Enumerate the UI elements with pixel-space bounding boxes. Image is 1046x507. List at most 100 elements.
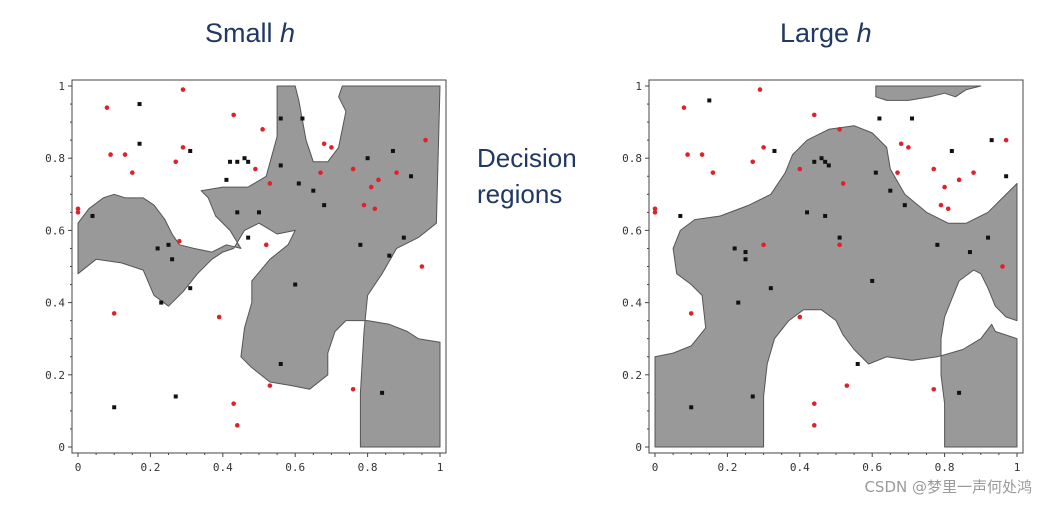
small-h-class-red-point (423, 137, 428, 143)
small-h-class-red-point (263, 242, 269, 248)
decision-regions-label: Decision regions (477, 140, 577, 212)
large-h-class-red-point (811, 112, 817, 118)
csdn-watermark: CSDN @梦里一声何处鸿 (864, 478, 1032, 496)
small-h-class-black-point (170, 257, 175, 262)
small-h-class-black-point (224, 177, 229, 182)
large-h-y-tick-label: 0.8 (622, 152, 642, 165)
large-h-class-red-point (906, 145, 911, 150)
small-h-class-red-point (231, 401, 236, 406)
large-h-class-black-point (957, 390, 962, 395)
small-h-class-red-point (350, 166, 356, 172)
small-h-x-tick-label: 0.4 (213, 461, 233, 474)
large-h-class-black-point (743, 257, 748, 262)
large-h-class-black-point (678, 213, 683, 218)
large-h-class-black-point (736, 300, 741, 305)
large-h-class-black-point (888, 188, 893, 193)
large-h-class-red-point (811, 401, 817, 406)
large-h-class-black-point (910, 116, 915, 121)
large-h-class-red-point (761, 242, 766, 248)
large-h-class-red-point (652, 210, 658, 215)
large-h-class-red-point (938, 202, 944, 208)
small-h-class-black-point (296, 181, 301, 186)
small-h-class-black-point (166, 242, 171, 247)
decision-regions-label-line2: regions (477, 179, 563, 209)
small-h-y-tick-label: 1 (58, 80, 65, 93)
small-h-class-black-point (246, 159, 251, 164)
small-h-class-red-point (180, 145, 186, 150)
large-h-class-red-point (1000, 264, 1005, 269)
large-h-title-prefix: Large (780, 18, 857, 48)
small-h-class-black-point (293, 282, 298, 287)
small-h-class-red-point (267, 181, 273, 186)
large-h-y-tick-label: 1 (635, 80, 642, 93)
large-h-class-red-point (811, 423, 817, 428)
large-h-class-black-point (986, 235, 991, 240)
small-h-class-black-point (358, 242, 363, 247)
small-h-class-red-point (231, 112, 236, 118)
small-h-class-red-point (173, 159, 179, 165)
small-h-class-black-point (137, 102, 142, 107)
large-h-class-red-point (895, 170, 900, 175)
small-h-class-red-point (329, 145, 334, 150)
small-h-class-black-point (387, 253, 392, 258)
large-h-class-black-point (877, 116, 882, 121)
large-h-x-tick-label: 0.4 (790, 461, 810, 474)
large-h-class-black-point (743, 250, 748, 255)
small-h-y-tick-label: 0.2 (45, 369, 65, 382)
large-h-class-black-point (935, 242, 940, 247)
large-h-class-red-point (757, 87, 763, 92)
small-h-class-black-point (380, 390, 385, 395)
large-h-class-black-point (823, 159, 828, 164)
small-h-class-red-point (350, 386, 356, 392)
large-h-x-tick-label: 0.6 (862, 461, 882, 474)
small-h-class-red-point (253, 166, 258, 172)
large-h-class-black-point (707, 98, 712, 103)
small-h-class-black-point (278, 163, 283, 168)
large-h-class-black-point (949, 148, 954, 153)
small-h-class-black-point (278, 361, 283, 366)
small-h-class-red-point (111, 311, 117, 316)
small-h-class-black-point (365, 156, 370, 161)
small-h-class-red-point (260, 127, 265, 132)
small-h-class-black-point (173, 394, 178, 399)
small-h-class-black-point (112, 405, 117, 410)
large-h-class-black-point (750, 394, 755, 399)
small-h-title: Small h (205, 18, 295, 49)
small-h-class-red-point (130, 170, 135, 175)
small-h-class-black-point (228, 159, 233, 164)
small-h-class-black-point (300, 116, 305, 121)
large-h-title-variable: h (856, 18, 872, 48)
small-h-class-red-point (368, 184, 374, 190)
small-h-class-black-point (235, 159, 240, 164)
small-h-class-black-point (155, 246, 160, 251)
large-h-class-red-point (840, 181, 846, 186)
small-h-class-black-point (390, 148, 395, 153)
large-h-class-black-point (837, 235, 842, 240)
large-h-class-red-point (844, 383, 850, 388)
small-h-class-black-point (401, 235, 406, 240)
large-h-class-black-point (870, 278, 875, 283)
small-h-class-black-point (322, 203, 327, 208)
large-h-x-tick-label: 0.2 (717, 461, 737, 474)
small-h-class-red-point (177, 238, 182, 244)
large-h-class-red-point (837, 127, 842, 132)
small-h-title-variable: h (280, 18, 296, 48)
small-h-x-tick-label: 0 (75, 461, 82, 474)
large-h-class-black-point (823, 213, 828, 218)
small-h-class-black-point (246, 235, 251, 240)
large-h-class-red-point (761, 145, 766, 150)
large-h-class-red-point (956, 177, 962, 183)
large-h-y-tick-label: 0.6 (622, 224, 642, 237)
small-h-class-black-point (159, 300, 164, 305)
large-h-class-red-point (942, 184, 947, 190)
small-h-decision-region-1 (77, 85, 441, 448)
large-h-class-black-point (826, 163, 831, 168)
small-h-y-tick-label: 0.6 (45, 224, 65, 237)
large-h-y-tick-label: 0.2 (622, 369, 642, 382)
small-h-class-red-point (75, 210, 81, 215)
large-h-class-red-point (931, 166, 937, 172)
small-h-class-black-point (235, 210, 240, 215)
large-h-title: Large h (780, 18, 872, 49)
large-h-class-red-point (1003, 137, 1009, 143)
